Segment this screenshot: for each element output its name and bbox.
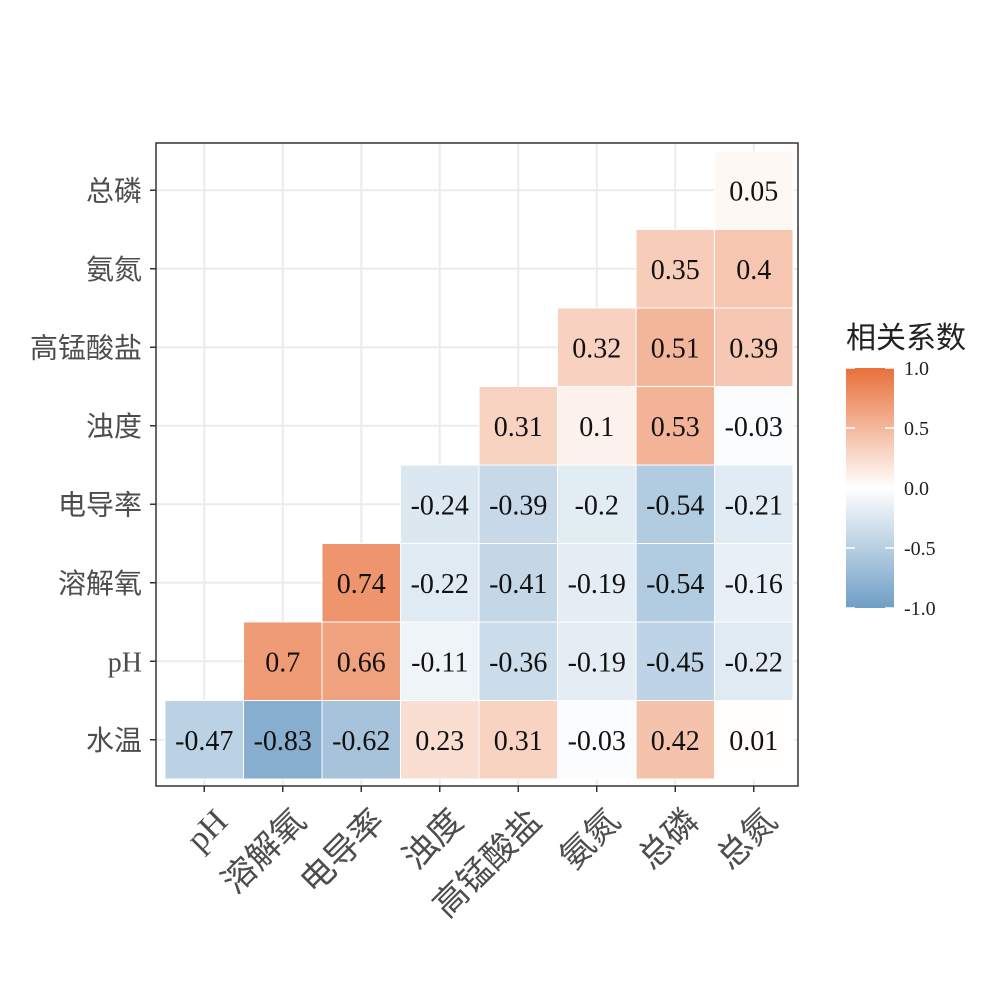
cell-value-label: 0.1	[579, 412, 614, 443]
cell-value-label: -0.39	[489, 490, 547, 521]
heatmap-cell	[714, 150, 794, 230]
cell-value-label: -0.03	[725, 412, 783, 443]
x-tick-label: pH	[180, 803, 236, 859]
cell-value-label: 0.66	[337, 647, 386, 678]
cell-value-label: -0.11	[411, 647, 468, 678]
cell-value-label: -0.03	[568, 726, 626, 757]
cell-value-label: 0.7	[265, 647, 300, 678]
heatmap-cell	[478, 464, 558, 544]
cell-value-label: 0.05	[729, 176, 778, 207]
heatmap-cell	[714, 700, 794, 780]
cell-value-label: 0.39	[729, 333, 778, 364]
cell-value-label: 0.32	[572, 333, 621, 364]
cell-value-label: -0.21	[725, 490, 783, 521]
cell-value-label: -0.19	[568, 569, 626, 600]
y-tick-label: 水温	[86, 725, 142, 757]
cell-labels: -0.47 -0.83 -0.62 0.23 0.31 -0.03 0.42 0.01 0.7 0…	[175, 176, 783, 757]
y-tick-label: 浊度	[86, 411, 142, 443]
y-tick-label: 氨氮	[86, 254, 142, 286]
heatmap-cell	[321, 700, 401, 780]
cell-value-label: -0.19	[568, 647, 626, 678]
panel-border	[155, 142, 799, 787]
heatmap-cell	[400, 621, 480, 701]
cell-value-label: 0.42	[651, 726, 700, 757]
heatmap-cell	[557, 307, 637, 387]
y-tick-label: 溶解氧	[58, 568, 142, 600]
y-tick-label: pH	[108, 647, 142, 678]
heatmap-cell	[478, 543, 558, 623]
cell-value-label: 0.31	[494, 412, 543, 443]
legend-tick-label: 0.0	[904, 478, 929, 500]
cell-value-label: 0.23	[415, 726, 464, 757]
heatmap-cell	[635, 700, 715, 780]
cell-value-label: -0.41	[489, 569, 547, 600]
y-tick-label: 电导率	[58, 489, 142, 521]
heatmap-cell	[478, 386, 558, 466]
x-tick-label: 氨氮	[553, 802, 628, 877]
heatmap-cell	[400, 700, 480, 780]
heatmap-cell	[635, 543, 715, 623]
cell-value-label: -0.24	[411, 490, 469, 521]
heatmap-cell	[635, 386, 715, 466]
heatmap-cell	[321, 621, 401, 701]
heatmap-cell	[635, 307, 715, 387]
heatmap-cells	[164, 150, 794, 780]
y-tick-label: 总磷	[86, 175, 142, 207]
cell-value-label: -0.22	[725, 647, 783, 678]
heatmap-cell	[478, 700, 558, 780]
legend-tick-label: -0.5	[904, 538, 936, 560]
cell-value-label: -0.2	[575, 490, 619, 521]
cell-value-label: -0.54	[646, 490, 704, 521]
cell-value-label: -0.62	[332, 726, 390, 757]
cell-value-label: -0.16	[725, 569, 783, 600]
x-tick-label: 电导率	[293, 802, 392, 901]
heatmap-cell	[635, 229, 715, 309]
cell-value-label: 0.4	[736, 255, 771, 286]
legend-tick-label: 0.5	[904, 418, 929, 440]
cell-value-label: -0.36	[489, 647, 547, 678]
x-tick-label: 溶解氧	[215, 802, 314, 901]
cell-value-label: -0.45	[646, 647, 704, 678]
legend-tick-label: -1.0	[904, 598, 936, 620]
legend: 相关系数 1.0 0.5 0.0 -0.5 -1.0	[846, 322, 966, 620]
cell-value-label: 0.74	[337, 569, 386, 600]
heatmap-cell	[557, 386, 637, 466]
legend-title: 相关系数	[846, 322, 966, 355]
cell-value-label: -0.83	[254, 726, 312, 757]
cell-value-label: 0.51	[651, 333, 700, 364]
cell-value-label: -0.47	[175, 726, 233, 757]
heatmap-cell	[164, 700, 244, 780]
x-tick-label: 总氮	[710, 802, 785, 877]
legend-tick-label: 1.0	[904, 358, 929, 380]
x-tick-label: 总磷	[631, 802, 706, 877]
heatmap-cell	[243, 700, 323, 780]
cell-value-label: 0.01	[729, 726, 778, 757]
cell-value-label: 0.53	[651, 412, 700, 443]
heatmap-cell	[714, 464, 794, 544]
y-tick-label: 高锰酸盐	[30, 332, 142, 364]
cell-value-label: 0.31	[494, 726, 543, 757]
cell-value-label: -0.54	[646, 569, 704, 600]
heatmap-cell	[243, 621, 323, 701]
heatmap-cell	[635, 464, 715, 544]
cell-value-label: -0.22	[411, 569, 469, 600]
heatmap-cell	[714, 229, 794, 309]
heatmap-cell	[635, 621, 715, 701]
heatmap-cell	[557, 700, 637, 780]
cell-value-label: 0.35	[651, 255, 700, 286]
